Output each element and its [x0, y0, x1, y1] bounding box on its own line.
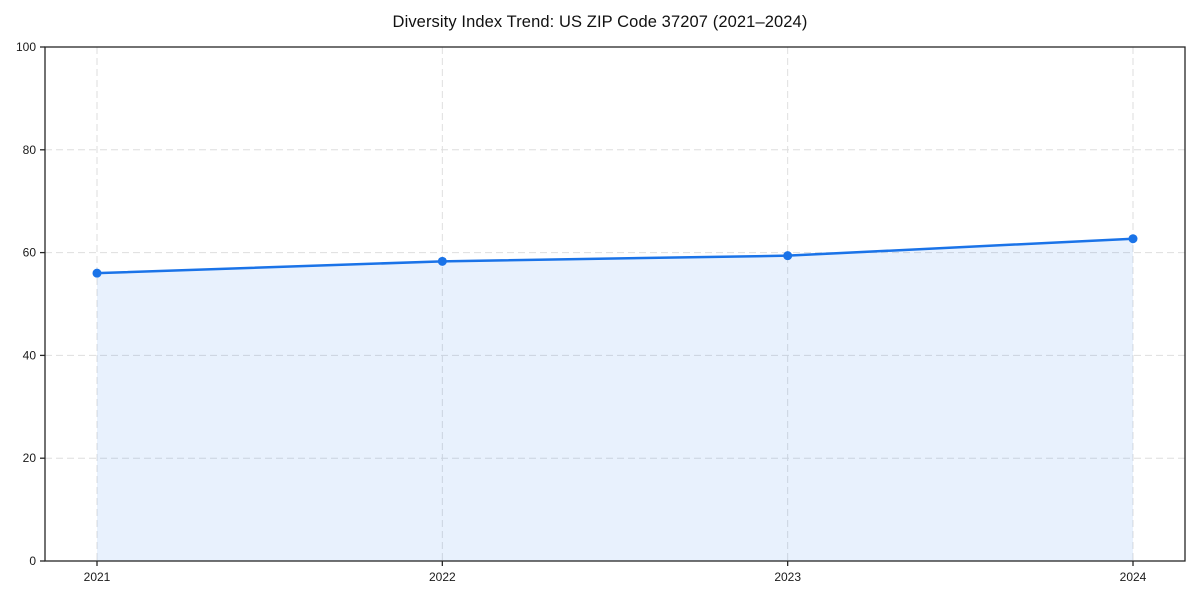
y-tick-label: 60	[23, 246, 37, 260]
x-tick-label: 2023	[774, 570, 801, 584]
data-point-marker	[437, 256, 447, 266]
y-tick-label: 80	[23, 143, 37, 157]
data-point-marker	[1128, 234, 1138, 244]
data-point-marker	[92, 268, 102, 278]
data-point-marker	[783, 251, 793, 261]
x-tick-label: 2022	[429, 570, 456, 584]
y-tick-label: 100	[16, 40, 36, 54]
y-tick-label: 40	[23, 348, 37, 362]
plot-area-background	[45, 47, 1185, 561]
x-tick-label: 2024	[1120, 570, 1147, 584]
trend-line	[95, 237, 1135, 275]
plot-border	[44, 46, 1186, 562]
area-fill	[97, 238, 1133, 562]
y-tick-label: 20	[23, 451, 37, 465]
chart-title: Diversity Index Trend: US ZIP Code 37207…	[392, 13, 808, 31]
y-tick-label: 0	[29, 554, 36, 568]
x-tick-label: 2021	[84, 570, 111, 584]
